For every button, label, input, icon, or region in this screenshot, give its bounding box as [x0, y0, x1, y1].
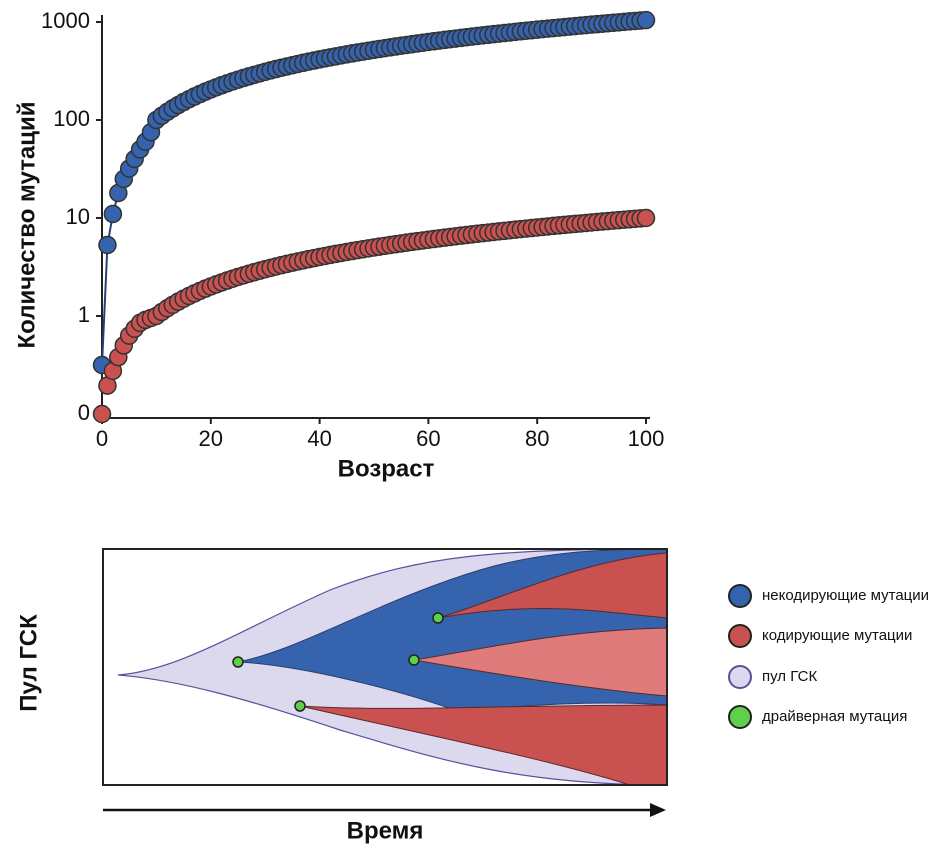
- arrow-head: [650, 803, 666, 817]
- diagram: Пул ГСК Время некодирующие мутации кодир…: [15, 549, 929, 844]
- x-tick-label: 80: [525, 426, 549, 451]
- legend-label: пул ГСК: [762, 668, 817, 685]
- y-axis-title: Количество мутаций: [13, 102, 40, 349]
- x-tick-label: 60: [416, 426, 440, 451]
- legend-label: драйверная мутация: [762, 708, 907, 725]
- x-tick-label: 0: [96, 426, 108, 451]
- y-tick-label: 0: [78, 400, 90, 425]
- x-axis-title: Возраст: [338, 455, 435, 482]
- data-point: [99, 237, 116, 254]
- figure: Количество мутаций Возраст 0 1 10 100 1000 0 2…: [0, 0, 949, 850]
- page: Количество мутаций Возраст 0 1 10 100 1000 0 2…: [0, 0, 949, 850]
- legend-label: некодирующие мутации: [762, 587, 929, 604]
- data-point: [104, 205, 121, 222]
- y-tick-label: 1: [78, 302, 90, 327]
- data-point: [638, 210, 655, 227]
- x-tick-label: 100: [628, 426, 665, 451]
- y-tick-label: 100: [53, 106, 90, 131]
- diagram-y-title: Пул ГСК: [15, 614, 42, 712]
- y-tick-label: 10: [66, 204, 90, 229]
- x-tick-label: 40: [307, 426, 331, 451]
- driver-mutation: [409, 655, 419, 665]
- diagram-x-title: Время: [347, 817, 424, 844]
- chart: Количество мутаций Возраст 0 1 10 100 1000 0 2…: [13, 8, 664, 483]
- driver-mutation: [233, 657, 243, 667]
- legend-swatch: [729, 706, 751, 728]
- driver-mutation: [433, 613, 443, 623]
- data-point: [638, 12, 655, 29]
- series-line: [102, 20, 646, 365]
- y-tick-label: 1000: [41, 8, 90, 33]
- x-tick-label: 20: [199, 426, 223, 451]
- legend-swatch: [729, 666, 751, 688]
- legend-swatch: [729, 585, 751, 607]
- legend-label: кодирующие мутации: [762, 627, 912, 644]
- legend-swatch: [729, 625, 751, 647]
- driver-mutation: [295, 701, 305, 711]
- data-point: [94, 406, 111, 423]
